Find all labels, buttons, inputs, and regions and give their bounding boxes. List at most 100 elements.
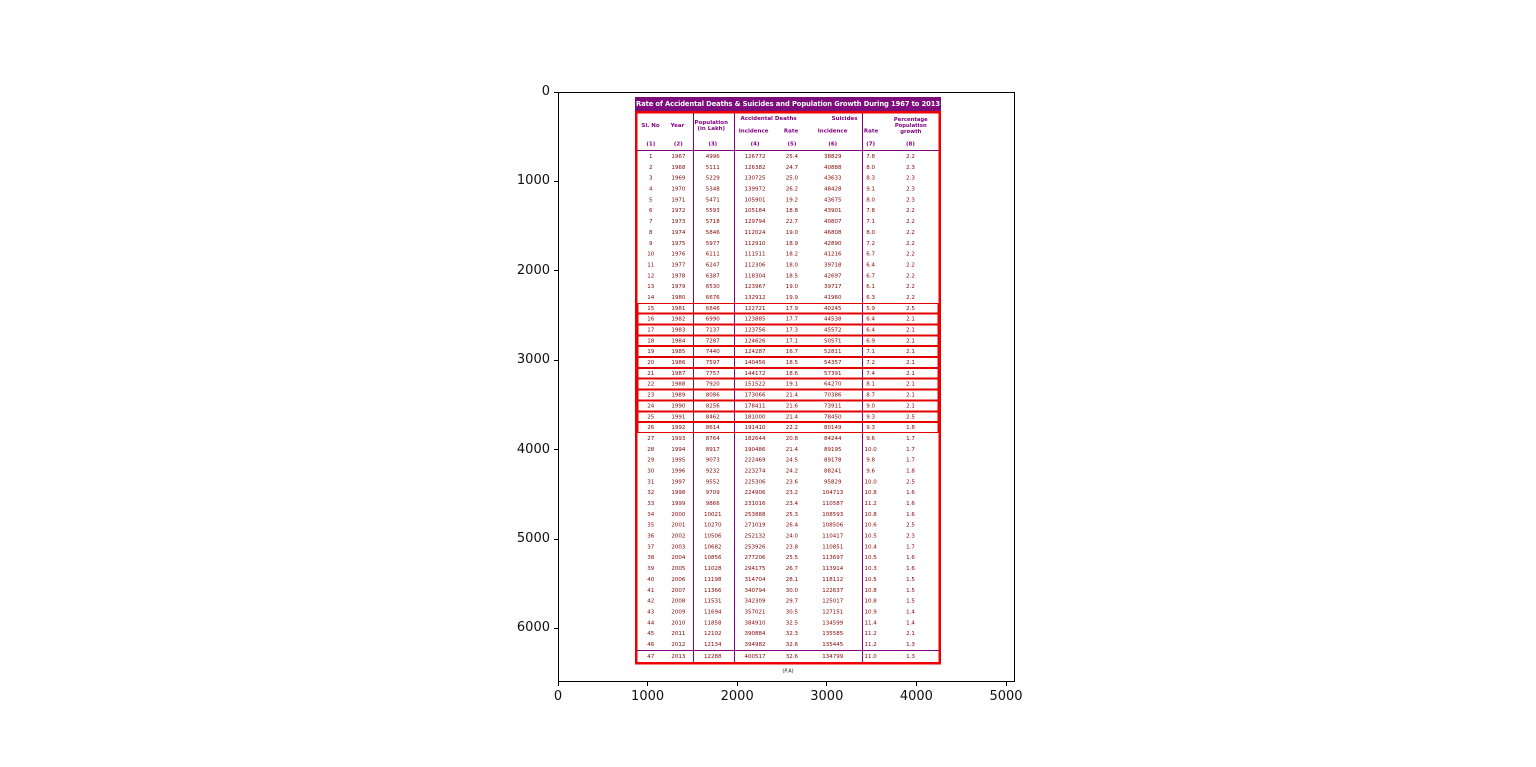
table-cell: 40888 [824,163,842,171]
table-cell: 2005 [671,565,686,572]
table-cell: 40 [647,575,655,583]
table-cell: 252132 [744,532,766,540]
table-cell: 9.1 [866,185,875,193]
x-axis-tick-label: 3000 [810,689,844,704]
header-col-number: (6) [828,140,838,148]
table-row: 29 1995 9073 222469 24.5 89178 9.8 1.7 [638,455,939,466]
header-sl-no: Sl. No [641,122,660,129]
table-cell: 46808 [824,228,842,236]
table-cell: 2.2 [906,228,915,236]
table-cell: 18.6 [785,369,799,377]
table-cell: 135445 [822,640,844,648]
table-cell: 44 [647,619,655,626]
table-row: 11 1977 6247 112306 18.0 39718 6.4 2.2 [638,259,939,270]
table-cell: 37 [647,543,655,550]
table-cell: 225306 [744,478,766,485]
table-cell: 41216 [824,250,842,258]
table-cell: 2003 [671,543,686,550]
table-cell: 11366 [704,586,722,594]
table-cell: 8.0 [866,228,875,236]
table-cell: 139972 [744,185,766,193]
table-cell: 9232 [705,467,720,474]
table-cell: 45 [647,630,655,637]
table-cell: 1970 [671,185,686,193]
table-cell: 1985 [671,348,686,355]
table-cell: 6247 [705,261,720,268]
table-cell: 2004 [671,554,686,561]
header-col-number: (5) [787,140,797,148]
table-cell: 43901 [824,207,842,214]
table-cell: 2 [649,163,653,171]
table-cell: 253926 [744,543,766,550]
table-cell: 8 [649,228,653,236]
table-cell: 123756 [744,326,766,334]
table-cell: 1.8 [906,467,915,474]
table-cell: 7 [649,218,653,225]
table-cell: 1978 [671,272,686,279]
table-cell: 7.8 [866,153,875,160]
table-cell: 42697 [824,272,842,279]
table-cell: 1991 [671,413,686,420]
table-cell: 112910 [744,239,766,247]
table-cell: 25.3 [785,510,799,518]
table-cell: 26.2 [785,185,799,193]
table-cell: 89178 [824,456,842,464]
table-row: 38 2004 10856 277206 25.5 113697 10.5 1.6 [638,552,939,563]
table-cell: 10.8 [864,489,877,496]
table-cell: 6.9 [866,337,875,344]
table-cell: 28.1 [785,575,799,583]
table-cell: 18.2 [785,250,799,258]
table-cell: 1.5 [906,575,915,583]
table-row: 13 1979 6530 123967 19.0 39717 6.1 2.2 [638,281,939,292]
table-cell: 10.8 [864,597,877,605]
header-population-growth: Percentage Population growth [893,116,928,135]
table-cell: 25.0 [785,174,799,182]
column-divider-line [734,113,735,662]
table-cell: 134599 [822,619,844,626]
table-cell: 1982 [671,315,686,323]
table-cell: 130725 [744,174,766,182]
table-cell: 10.0 [864,445,877,453]
y-tick-mark [554,270,558,272]
table-cell: 39718 [824,261,842,268]
table-cell: 2.2 [906,293,915,301]
header-suicides-group: Suicides Incidence Rate [806,114,883,138]
table-cell: 12288 [704,652,722,660]
table-cell: 57391 [824,369,842,377]
table-cell: 43633 [824,174,842,182]
table-rows: 1 1967 4996 126772 25.4 38829 7.8 2.2 2 1968 5111 1… [637,151,939,662]
y-axis-tick-label: 1000 [516,173,550,189]
table-cell: 5471 [705,196,720,203]
table-cell: 10.8 [864,586,877,594]
table-cell: 24.2 [785,467,799,474]
table-cell: 222469 [744,456,766,464]
table-cell: 2.3 [906,185,915,193]
x-tick-mark [915,682,917,686]
table-cell: 10.0 [864,478,877,485]
table-cell: 1988 [671,380,686,388]
table-cell: 105184 [744,207,766,214]
table-cell: 39717 [824,283,842,290]
table-cell: 1974 [671,228,686,236]
table-cell: 1990 [671,402,686,409]
table-cell: 8462 [705,413,720,420]
table-cell: 118304 [744,272,766,279]
table-cell: 118112 [822,575,844,583]
table-row: 33 1999 9866 231016 23.4 110587 11.2 1.6 [638,498,939,509]
table-cell: 6 [649,207,653,214]
table-row: 24 1990 8256 178411 21.6 73911 9.0 2.1 [638,400,939,411]
header-acc-incidence: Incidence [738,127,769,134]
table-cell: 2.3 [906,174,915,182]
table-cell: 105901 [744,196,766,203]
table-row: 47 2013 12288 400517 32.6 134799 11.0 1.3 [637,649,939,662]
table-cell: 1994 [671,445,686,453]
table-cell: 5 [649,196,653,203]
table-cell: 1.5 [906,586,915,594]
table-cell: 11694 [704,608,722,615]
table-cell: 52811 [824,348,842,355]
table-row: 42 2008 11531 342309 29.7 125017 10.8 1.5 [638,596,939,607]
table-cell: 2008 [671,597,686,605]
table-cell: 2.5 [906,521,915,529]
table-cell: 12102 [704,630,722,637]
table-cell: 5718 [705,218,720,225]
